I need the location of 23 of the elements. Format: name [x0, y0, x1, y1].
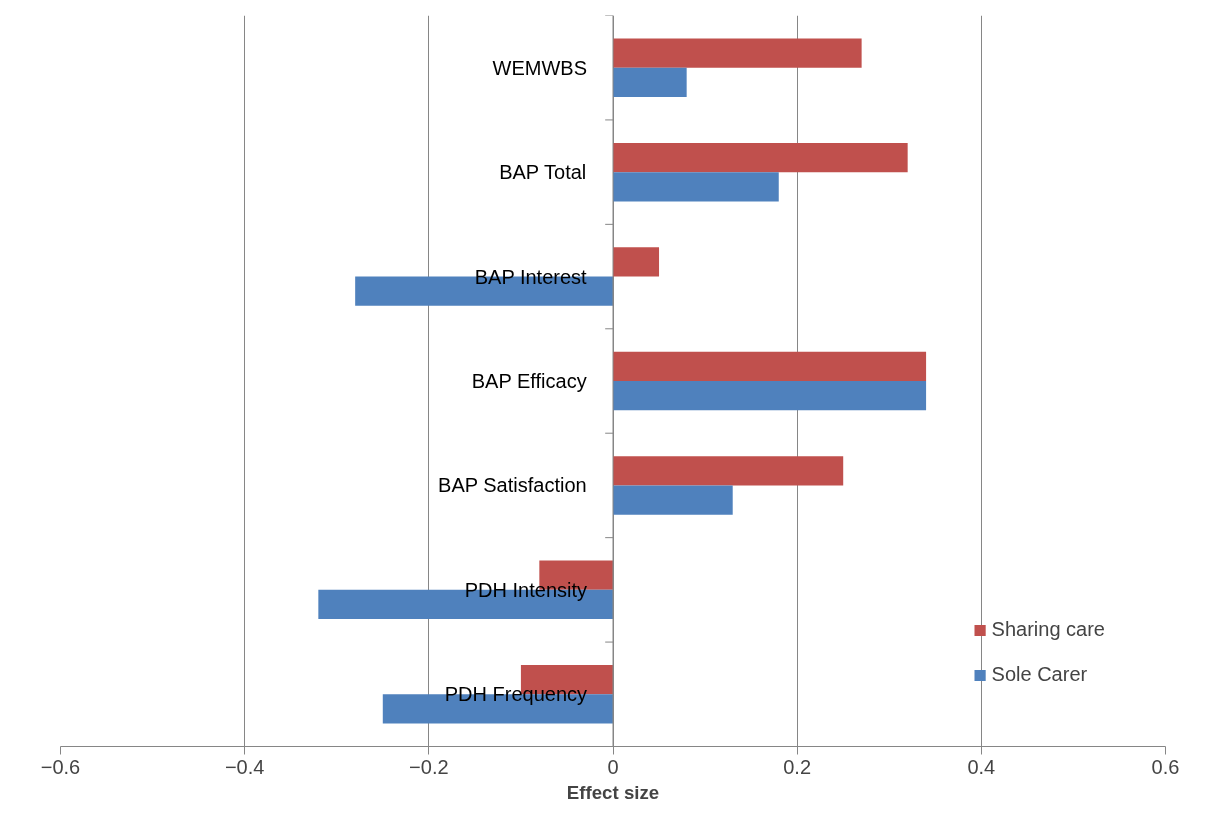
bar [613, 172, 779, 202]
y-tick-label: BAP Satisfaction [438, 474, 587, 497]
x-tick-label: −0.2 [409, 755, 449, 778]
y-tick-label: BAP Efficacy [471, 370, 587, 392]
y-tick-label: WEMWBS [492, 56, 587, 79]
legend-label: Sharing care [991, 618, 1105, 641]
x-tick-label: 0.4 [967, 755, 996, 778]
bar [613, 142, 908, 173]
bar [613, 247, 660, 277]
y-tick-label: BAP Total [499, 161, 587, 184]
bar [613, 381, 927, 411]
bar [613, 485, 733, 515]
x-tick-label: 0.6 [1151, 755, 1180, 778]
x-tick-label: −0.4 [224, 755, 265, 778]
bar [613, 67, 687, 97]
x-tick-label: −0.6 [40, 755, 81, 778]
bar [613, 351, 927, 381]
bar [613, 38, 862, 68]
legend-label: Sole Carer [991, 663, 1088, 686]
bar [613, 456, 844, 486]
x-tick-label: 0 [607, 755, 619, 778]
x-axis-title: Effect size [566, 781, 660, 803]
x-tick-label: 0.2 [783, 755, 812, 778]
